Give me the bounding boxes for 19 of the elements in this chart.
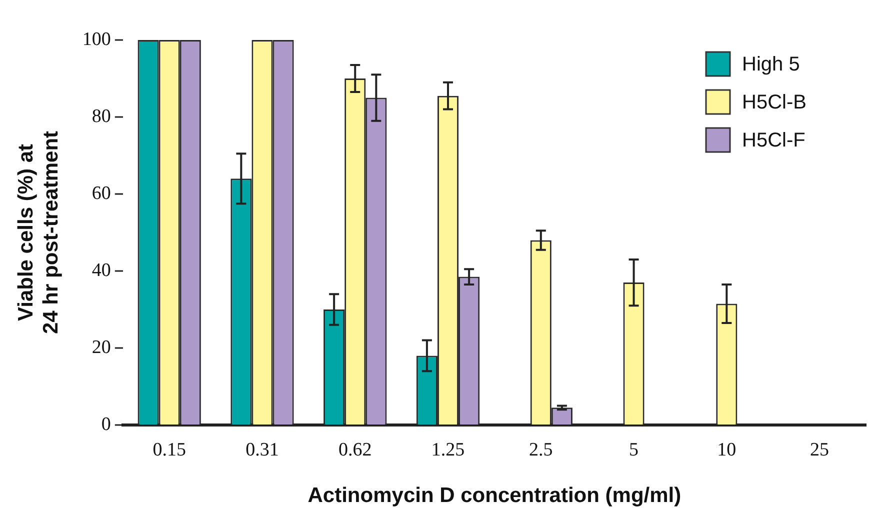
y-tick-label: 20 <box>92 336 111 358</box>
legend-label: H5Cl-F <box>742 130 806 152</box>
x-tick-label: 2.5 <box>529 439 553 460</box>
legend-label: H5Cl-B <box>742 92 806 114</box>
y-tick-label: 100 <box>82 28 111 50</box>
y-tick-label: 80 <box>92 106 111 127</box>
x-tick-label: 0.31 <box>246 439 279 460</box>
x-tick-label: 1.25 <box>431 439 465 460</box>
x-axis-title: Actinomycin D concentration (mg/ml) <box>308 484 682 508</box>
y-tick-label: 0 <box>101 414 111 435</box>
x-tick-label: 25 <box>810 439 830 460</box>
y-tick-label: 60 <box>92 182 111 204</box>
y-tick-label: 40 <box>92 260 111 281</box>
y-axis-title: Viable cells (%) at 24 hr post-treatment <box>14 130 63 334</box>
legend-label: High 5 <box>742 54 800 76</box>
x-tick-label: 5 <box>629 439 639 460</box>
x-tick-label: 0.15 <box>152 439 186 460</box>
x-tick-label: 0.62 <box>338 439 372 460</box>
x-tick-label: 10 <box>717 439 736 460</box>
